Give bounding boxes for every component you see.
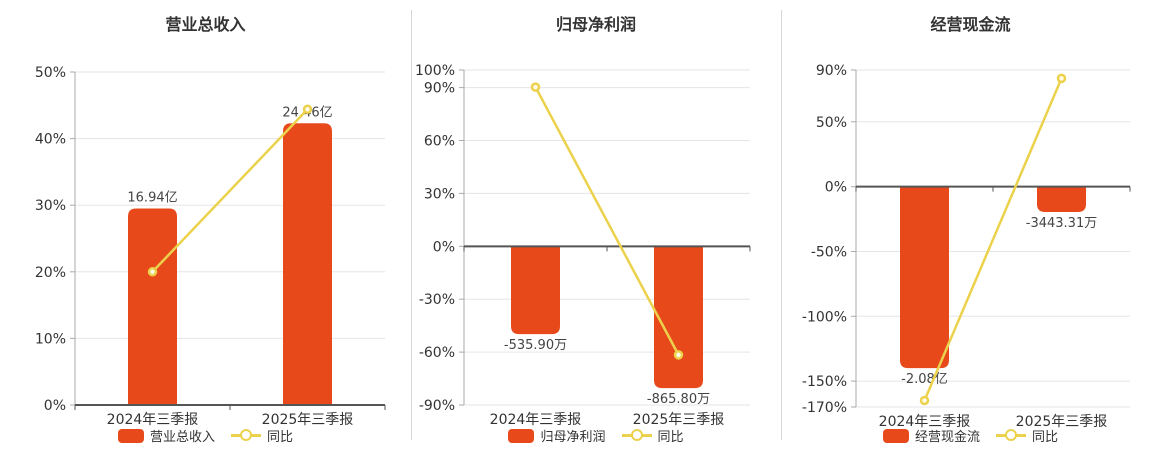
y-tick-label: 40% <box>35 132 66 148</box>
chart-title: 营业总收入 <box>165 15 246 34</box>
legend-item-yoy-line[interactable]: 同比 <box>996 426 1058 445</box>
yoy-trend-line <box>923 77 1063 401</box>
chart-legend: 经营现金流 同比 <box>781 426 1160 445</box>
y-tick-label: 100% <box>415 63 455 79</box>
bar-swatch-icon <box>882 428 909 443</box>
legend-item-yoy-line[interactable]: 同比 <box>231 426 293 445</box>
legend-item-bar-series[interactable]: 营业总收入 <box>117 426 215 445</box>
y-tick-label: 30% <box>424 186 455 202</box>
y-tick-label: 0% <box>44 398 66 414</box>
x-category-label: 2024年三季报 <box>490 412 582 428</box>
y-tick-label: -50% <box>811 245 847 261</box>
yoy-point-marker[interactable] <box>673 350 684 360</box>
yoy-trend-line <box>534 86 680 356</box>
bar-value-label: -2.08亿 <box>901 372 948 387</box>
x-category-label: 2024年三季报 <box>107 412 199 428</box>
chart-title: 经营现金流 <box>930 15 1011 34</box>
chart-canvas-revenue: 50%40%30%20%10%0%16.94亿24.46亿2024年三季报202… <box>35 65 386 428</box>
yoy-point-marker[interactable] <box>147 267 158 277</box>
chart-legend: 归母净利润 同比 <box>411 426 781 445</box>
legend-label: 同比 <box>267 430 294 445</box>
bar-value-label: -865.80万 <box>647 392 710 407</box>
line-circle-icon <box>996 428 1026 443</box>
legend-label: 同比 <box>657 430 684 445</box>
bar-value-label: -3443.31万 <box>1026 216 1097 231</box>
y-tick-label: -170% <box>802 400 847 416</box>
legend-label: 经营现金流 <box>914 430 980 445</box>
yoy-point-marker[interactable] <box>919 395 930 406</box>
bar-swatch-icon <box>508 428 535 443</box>
panel-divider <box>411 10 412 440</box>
y-tick-label: -150% <box>802 374 847 390</box>
bar[interactable] <box>511 246 560 335</box>
bar[interactable] <box>1037 186 1086 213</box>
line-circle-icon <box>231 428 261 443</box>
legend-label: 归母净利润 <box>540 430 606 445</box>
bar[interactable] <box>654 246 703 389</box>
y-tick-label: 30% <box>35 198 66 214</box>
y-tick-label: 10% <box>35 331 66 347</box>
bar[interactable] <box>128 208 177 405</box>
x-category-label: 2024年三季报 <box>879 414 971 430</box>
y-tick-label: 50% <box>816 115 847 131</box>
chart-canvas-net-profit: 100% 90% 60% 30% 0% -30% -60% -90% -535.90万 -865.… <box>415 63 751 428</box>
bar-value-label: 16.94亿 <box>127 191 177 206</box>
chart-panel-operating-cashflow: 经营现金流 90% 50% 0% -50% -100% -150% -170% -2.08亿 -… <box>781 0 1160 450</box>
line-circle-icon <box>621 428 652 443</box>
y-tick-label: 0% <box>825 180 847 196</box>
panel-divider <box>781 10 782 440</box>
bar[interactable] <box>283 123 332 406</box>
chart-panel-revenue: 营业总收入 50%40%30%20%10%0%16.94亿24.46亿2024年… <box>0 0 411 450</box>
y-tick-label: 90% <box>424 81 455 97</box>
x-category-label: 2025年三季报 <box>262 412 354 428</box>
x-category-label: 2025年三季报 <box>633 412 725 428</box>
y-tick-label: 20% <box>35 265 66 281</box>
y-tick-label: 90% <box>816 63 847 79</box>
bar[interactable] <box>900 186 949 369</box>
legend-label: 营业总收入 <box>149 430 215 445</box>
legend-label: 同比 <box>1032 430 1059 445</box>
yoy-point-marker[interactable] <box>1056 73 1067 84</box>
yoy-point-marker[interactable] <box>530 82 541 92</box>
chart-legend: 营业总收入 同比 <box>0 426 411 445</box>
chart-canvas-operating-cashflow: 90% 50% 0% -50% -100% -150% -170% -2.08亿 -3443.3… <box>802 63 1131 430</box>
y-tick-label: 50% <box>35 65 66 81</box>
y-tick-label: -100% <box>802 309 847 325</box>
legend-item-yoy-line[interactable]: 同比 <box>621 426 684 445</box>
bar-value-label: -535.90万 <box>504 338 567 353</box>
legend-item-bar-series[interactable]: 经营现金流 <box>882 426 980 445</box>
yoy-trend-line <box>151 108 309 273</box>
y-tick-label: -90% <box>419 398 455 414</box>
bar-swatch-icon <box>117 428 144 443</box>
chart-panel-net-profit: 归母净利润 100% 90% 60% 30% 0% -30% -60% -90% -535.90… <box>411 0 781 450</box>
chart-title: 归母净利润 <box>555 15 636 34</box>
legend-item-bar-series[interactable]: 归母净利润 <box>508 426 606 445</box>
y-tick-label: 60% <box>424 134 455 150</box>
yoy-point-marker[interactable] <box>302 104 313 115</box>
y-tick-label: 0% <box>433 239 455 255</box>
y-tick-label: -60% <box>419 345 455 361</box>
y-tick-label: -30% <box>419 292 455 308</box>
x-category-label: 2025年三季报 <box>1016 414 1108 430</box>
